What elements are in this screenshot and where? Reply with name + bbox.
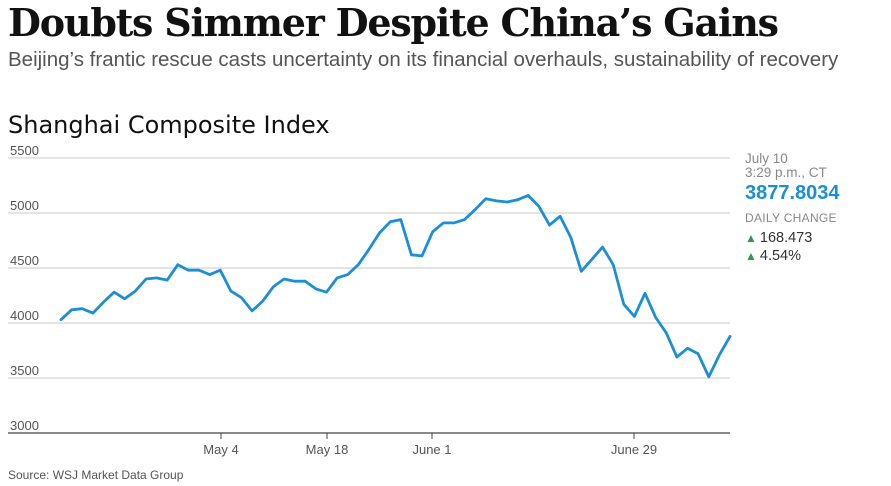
series-line [59,193,732,379]
data-point [262,300,265,303]
data-point [431,230,434,233]
data-point [729,335,732,338]
data-point [527,194,530,197]
y-tick-label: 3000 [10,418,39,433]
subheadline: Beijing’s frantic rescue casts uncertain… [8,48,839,71]
y-tick-label: 5000 [10,198,39,213]
data-point [697,353,700,356]
x-axis: May 4 May 18 June 1 June 29 [203,433,657,457]
data-point [378,232,381,235]
data-point [442,222,445,225]
data-point [644,292,647,295]
x-tick-label: June 1 [412,442,451,457]
data-point [506,201,509,204]
y-axis: 3000 3500 4000 4500 5000 5500 [10,143,39,433]
data-point [304,280,307,283]
data-point [580,270,583,273]
data-point [357,263,360,266]
data-point [591,258,594,261]
daily-change-points-value: 168.473 [759,230,813,246]
daily-change-percent: ▲ 4.54% [745,248,889,264]
source-note: Source: WSJ Market Data Group [8,468,184,482]
data-point [81,307,84,310]
grid-layer [8,157,730,434]
data-point [219,269,222,272]
data-point [70,309,73,312]
y-tick-label: 4500 [10,253,39,268]
data-point [538,205,541,208]
data-point [325,291,328,294]
data-point [686,347,689,350]
data-point [400,218,403,221]
data-point [495,200,498,203]
data-point [569,236,572,239]
data-point [368,248,371,251]
daily-change-percent-value: 4.54% [759,248,802,264]
data-point [60,318,63,321]
latest-date: July 10 [745,151,788,166]
series-layer [59,193,732,379]
headline: Doubts Simmer Despite China’s Gains [8,0,779,45]
data-point [708,376,711,379]
data-point [315,288,318,291]
data-point [113,291,116,294]
data-point [187,269,190,272]
data-point [272,285,275,288]
chart-title: Shanghai Composite Index [8,111,330,139]
data-point [453,222,456,225]
latest-time: 3:29 p.m., CT [745,165,827,180]
data-point [654,316,657,319]
data-point [548,224,551,227]
x-tick-label: May 18 [306,442,349,457]
data-point [633,315,636,318]
data-point [346,273,349,276]
data-point [612,263,615,266]
data-point [208,273,211,276]
data-point [92,312,95,315]
latest-value-panel: July 10 3:29 p.m., CT 3877.8034 DAILY CH… [745,151,889,265]
data-point [145,278,148,281]
data-point [230,290,233,293]
data-point [177,263,180,266]
data-point [676,356,679,359]
data-point [559,215,562,218]
data-point [389,221,392,224]
data-point [601,246,604,249]
data-point [102,301,105,304]
data-point [166,279,169,282]
data-point [134,290,137,293]
y-tick-label: 5500 [10,143,39,158]
data-point [198,269,201,272]
daily-change-points: ▲ 168.473 [745,230,889,246]
data-point [718,354,721,357]
data-point [474,208,477,211]
up-triangle-icon: ▲ [745,231,757,245]
data-point [463,218,466,221]
data-point [251,310,254,313]
data-point [336,277,339,280]
data-point [155,277,158,280]
data-point [123,298,126,301]
y-tick-label: 4000 [10,308,39,323]
x-tick-label: May 4 [203,442,238,457]
daily-change-label: DAILY CHANGE [745,211,837,225]
x-tick-label: June 29 [611,442,657,457]
data-point [410,254,413,257]
data-point [421,255,424,258]
data-point [485,197,488,200]
data-point [293,280,296,283]
data-point [623,303,626,306]
data-point [283,278,286,281]
latest-value: 3877.8034 [745,182,840,204]
data-point [516,199,519,202]
up-triangle-icon: ▲ [745,249,757,263]
y-tick-label: 3500 [10,363,39,378]
data-point [665,332,668,335]
data-point [240,296,243,299]
